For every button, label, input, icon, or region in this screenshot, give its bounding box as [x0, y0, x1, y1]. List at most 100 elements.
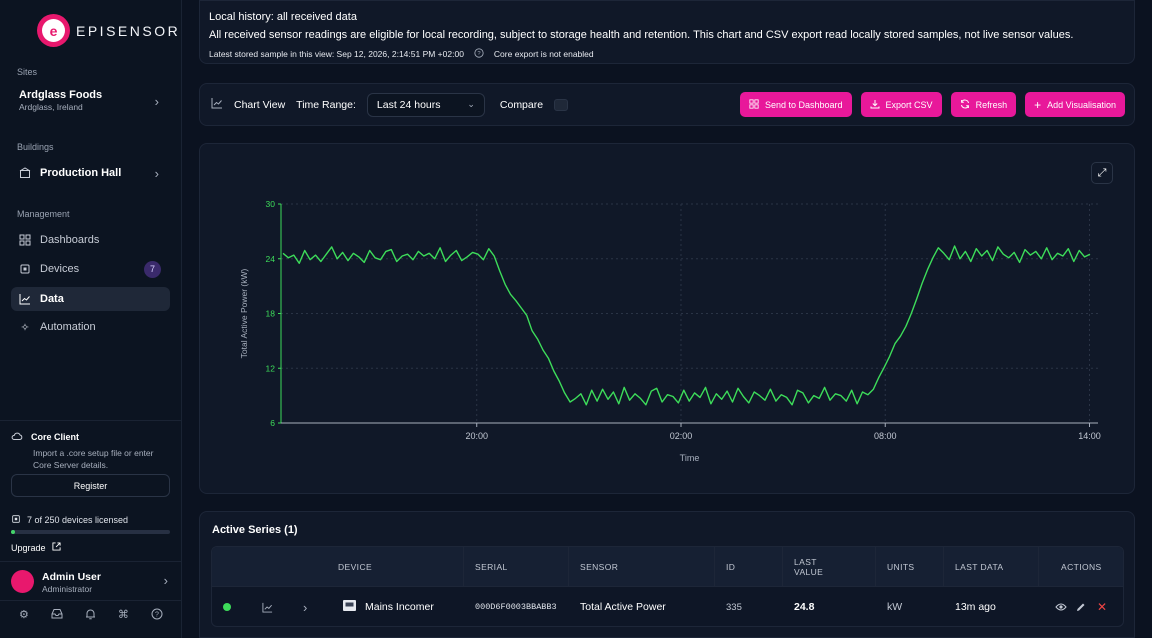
local-history-banner: Local history: all received data All rec… — [199, 0, 1135, 64]
site-location: Ardglass, Ireland — [19, 102, 83, 112]
y-tick-label: 12 — [266, 363, 276, 373]
id-cell: 335 — [726, 601, 742, 613]
table-header: DEVICE SERIAL SENSOR ID LAST VALUE UNITS… — [212, 547, 1123, 587]
latest-sample-text: Latest stored sample in this view: Sep 1… — [209, 49, 464, 59]
avatar — [11, 570, 34, 593]
button-label: Refresh — [975, 99, 1008, 110]
x-axis-label: Time — [680, 453, 700, 463]
edit-icon[interactable] — [1075, 587, 1086, 626]
line-chart[interactable]: 6 12 18 24 30 20:00 02:00 08:00 14:00 Time Total A… — [200, 144, 1134, 493]
col-last-data[interactable]: LAST DATA — [955, 562, 1004, 572]
export-csv-button[interactable]: Export CSV — [860, 92, 942, 117]
command-icon[interactable]: ⌘ — [117, 609, 129, 621]
sidebar-item-data[interactable]: Data — [11, 287, 170, 311]
devices-count-badge: 7 — [144, 260, 161, 278]
chevron-right-icon: › — [163, 573, 168, 588]
compare-label: Compare — [499, 98, 544, 111]
series-table: DEVICE SERIAL SENSOR ID LAST VALUE UNITS… — [211, 546, 1124, 627]
svg-text:?: ? — [155, 612, 159, 619]
license-progress-bar — [11, 530, 170, 534]
units-cell: kW — [887, 601, 903, 613]
plus-icon: + — [1034, 97, 1042, 112]
button-label: Add Visualisation — [1047, 99, 1116, 110]
send-to-dashboard-button[interactable]: Send to Dashboard — [739, 92, 852, 117]
sidebar-item-label: Dashboards — [40, 234, 100, 246]
compare-toggle[interactable] — [554, 98, 569, 111]
button-label: Export CSV — [885, 99, 933, 110]
cloud-icon — [11, 431, 23, 443]
chart-view-label: Chart View — [234, 98, 286, 111]
button-label: Send to Dashboard — [764, 99, 843, 110]
active-series-panel: Active Series (1) DEVICE SERIAL SENSOR I… — [199, 511, 1135, 638]
y-tick-label: 18 — [266, 309, 276, 319]
bell-icon[interactable] — [85, 608, 96, 623]
user-role: Administrator — [42, 584, 93, 594]
line-chart-icon — [19, 293, 31, 305]
device-cell: Mains Incomer — [342, 587, 434, 626]
chip-icon — [11, 514, 21, 526]
external-link-icon — [51, 542, 61, 553]
core-export-status: Core export is not enabled — [493, 49, 594, 59]
settings-icon[interactable]: ⚙ — [19, 609, 29, 621]
inbox-icon[interactable] — [51, 608, 63, 623]
y-tick-label: 6 — [270, 418, 275, 428]
building-icon — [19, 167, 31, 179]
sidebar-item-dashboards[interactable]: Dashboards — [11, 228, 170, 252]
sidebar: e EPISENSOR Sites Ardglass Foods Ardglas… — [0, 0, 182, 638]
download-icon — [870, 99, 880, 111]
upgrade-link[interactable]: Upgrade — [11, 542, 61, 553]
chart-panel: ⤢ 6 12 18 24 30 20:00 02:00 08:00 14:00 Time Total… — [199, 143, 1135, 494]
last-value-cell: 24.8 — [794, 601, 815, 613]
sidebar-item-automation[interactable]: ✧ Automation — [11, 315, 170, 339]
eye-icon[interactable] — [1055, 587, 1067, 626]
banner-title: Local history: all received data — [209, 11, 357, 23]
line-chart-icon[interactable] — [262, 587, 273, 626]
help-icon[interactable]: ? — [474, 48, 484, 60]
col-id[interactable]: ID — [726, 562, 736, 572]
refresh-button[interactable]: Refresh — [950, 92, 1017, 117]
building-selector[interactable]: Production Hall — [11, 161, 170, 185]
management-heading: Management — [17, 209, 70, 219]
user-menu[interactable]: Admin User Administrator › — [0, 561, 182, 601]
chevron-right-icon: › — [154, 166, 159, 181]
building-name: Production Hall — [40, 167, 122, 179]
add-visualisation-button[interactable]: + Add Visualisation — [1025, 92, 1125, 117]
sparkle-icon: ✧ — [20, 321, 30, 334]
y-tick-label: 30 — [266, 199, 276, 209]
expand-row-chevron-icon[interactable]: › — [303, 599, 308, 615]
x-tick-label: 02:00 — [670, 431, 693, 441]
col-actions: ACTIONS — [1061, 562, 1102, 572]
chart-toolbar: Chart View Time Range: Last 24 hours ⌄ C… — [199, 83, 1135, 126]
expand-icon[interactable]: ⤢ — [1091, 162, 1113, 184]
episensor-logo[interactable]: e EPISENSOR — [37, 14, 180, 47]
chevron-down-icon: ⌄ — [467, 99, 475, 109]
chip-icon — [19, 263, 31, 275]
series-line — [282, 245, 1091, 406]
help-icon[interactable]: ? — [151, 608, 163, 623]
sensor-cell: Total Active Power — [580, 601, 666, 613]
col-last-value[interactable]: LAST VALUE — [794, 557, 824, 577]
x-tick-label: 14:00 — [1078, 431, 1101, 441]
active-series-title: Active Series (1) — [212, 524, 298, 536]
sidebar-item-devices[interactable]: Devices 7 — [11, 257, 170, 281]
last-data-cell: 13m ago — [955, 601, 996, 613]
x-tick-label: 20:00 — [465, 431, 488, 441]
line-chart-icon — [211, 97, 223, 112]
col-serial[interactable]: SERIAL — [475, 562, 508, 572]
time-range-select[interactable]: Last 24 hours ⌄ — [366, 92, 485, 117]
refresh-icon — [960, 99, 970, 111]
remove-icon[interactable]: ✕ — [1097, 600, 1108, 614]
brand-name: EPISENSOR — [76, 22, 181, 39]
license-text: 7 of 250 devices licensed — [27, 515, 129, 525]
upgrade-label: Upgrade — [11, 542, 46, 553]
col-device[interactable]: DEVICE — [338, 562, 373, 572]
core-client-description: Import a .core setup file or enter Core … — [33, 448, 154, 470]
y-axis-label: Total Active Power (kW) — [239, 268, 249, 358]
col-sensor[interactable]: SENSOR — [580, 562, 619, 572]
register-button[interactable]: Register — [11, 474, 170, 497]
banner-description: All received sensor readings are eligibl… — [209, 29, 1074, 41]
site-selector[interactable]: Ardglass Foods Ardglass, Ireland — [19, 89, 102, 112]
license-status: 7 of 250 devices licensed — [11, 514, 128, 526]
core-client-panel: Core Client Import a .core setup file or… — [0, 420, 182, 481]
col-units[interactable]: UNITS — [887, 562, 915, 572]
